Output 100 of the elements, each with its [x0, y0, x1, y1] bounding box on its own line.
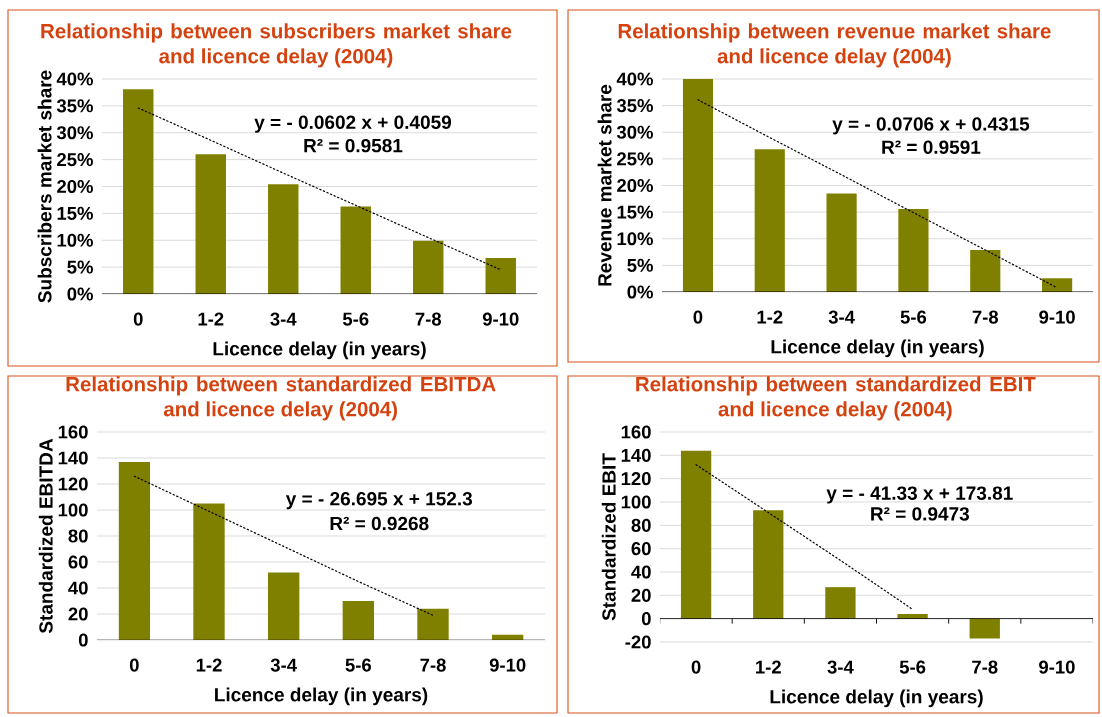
bar: [753, 510, 784, 619]
bar: [193, 503, 225, 640]
annotation: y = - 0.0602 x + 0.4059: [254, 115, 452, 133]
bar: [118, 461, 151, 640]
y-tick-label: 30%: [616, 125, 653, 139]
y-tick-label: 160: [621, 425, 651, 439]
annotation: y = - 26.695 x + 152.3: [285, 492, 473, 510]
line-series: [697, 99, 1058, 289]
y-tick-label: 25%: [57, 153, 93, 167]
y-tick-label: 40: [68, 581, 88, 595]
bar: [485, 257, 516, 294]
bar: [413, 240, 444, 294]
x-tick-label: 0: [129, 658, 139, 672]
bar: [970, 249, 1001, 292]
bar: [268, 184, 299, 294]
x-tick-label: 7-8: [420, 658, 446, 672]
y-tick-label: 30%: [56, 126, 93, 140]
y-tick-label: 15%: [617, 205, 653, 219]
x-tick-label: 7-8: [972, 310, 999, 324]
x-tick-label: 1-2: [196, 658, 222, 672]
y-tick-label: 35%: [616, 99, 653, 113]
x-tick-label: 9-10: [1039, 660, 1075, 674]
y-tick-label: 140: [621, 448, 651, 462]
bar: [340, 206, 371, 294]
y-tick-label: 160: [58, 425, 88, 439]
x-tick-label: 5-6: [900, 310, 927, 324]
y-tick-label: 20%: [617, 178, 653, 193]
line-series: [137, 107, 502, 271]
x-tick-label: 5-6: [345, 658, 372, 672]
y-tick-label: 35%: [56, 99, 93, 113]
annotation: R² = 0.9473: [871, 507, 970, 521]
x-tick-label: 3-4: [270, 658, 297, 672]
y-axis-title: Standardized EBITDA: [38, 438, 53, 634]
y-tick-label: 25%: [617, 152, 653, 166]
x-tick-label: 9-10: [482, 312, 519, 326]
y-tick-label: 100: [58, 503, 88, 517]
annotation: y = - 0.0706 x + 0.4315: [832, 117, 1030, 135]
x-tick-label: 7-8: [972, 660, 998, 674]
bar: [825, 587, 856, 619]
x-tick-label: 7-8: [415, 312, 442, 326]
y-tick-label: 20: [631, 588, 651, 602]
annotation: R² = 0.9591: [882, 140, 981, 154]
bar: [969, 618, 1000, 639]
bar: [898, 208, 929, 292]
annotation: R² = 0.9268: [330, 516, 429, 531]
y-tick-label: 100: [621, 495, 651, 509]
bar: [417, 608, 449, 640]
y-tick-label: 15%: [57, 206, 93, 220]
bar: [680, 450, 712, 619]
x-axis-title: Licence delay (in years): [771, 339, 984, 358]
y-tick-label: -20: [625, 635, 651, 649]
y-tick-label: 5%: [627, 258, 653, 272]
annotation: R² = 0.9581: [304, 138, 403, 153]
y-tick-label: 5%: [67, 260, 93, 274]
y-tick-label: 10%: [57, 233, 93, 247]
y-tick-label: 140: [58, 451, 88, 465]
y-tick-label: 20%: [57, 179, 93, 194]
chart-title: Relationship between subscribers market share and licence delay (2004): [41, 23, 512, 68]
x-tick-label: 5-6: [342, 312, 369, 326]
bar: [754, 149, 785, 292]
y-tick-label: 120: [58, 477, 88, 491]
bar: [1042, 278, 1073, 292]
bar: [826, 193, 857, 292]
chart-title: Relationship between revenue market share and licence delay (2004): [618, 23, 1051, 68]
x-axis-title: Licence delay (in years): [215, 687, 428, 706]
bar: [123, 89, 154, 294]
y-tick-label: 0%: [67, 287, 93, 301]
y-tick-label: 80: [68, 529, 88, 543]
x-tick-label: 3-4: [827, 660, 854, 674]
x-tick-label: 9-10: [489, 658, 526, 672]
bar: [342, 601, 375, 640]
chart-title: Relationship between standardized EBIT and licence delay (2004): [636, 376, 1036, 421]
x-tick-label: 5-6: [899, 660, 926, 674]
x-axis-title: Licence delay (in years): [213, 341, 426, 360]
x-tick-label: 1-2: [757, 310, 783, 324]
x-tick-label: 3-4: [828, 310, 855, 324]
x-tick-label: 0: [133, 312, 143, 326]
bar: [195, 154, 226, 294]
x-axis-title: Licence delay (in years): [770, 689, 983, 708]
y-tick-label: 40: [631, 565, 651, 579]
x-tick-label: 3-4: [270, 312, 297, 326]
y-axis-title: Standardized EBIT: [601, 453, 616, 621]
x-tick-label: 0: [693, 310, 703, 324]
y-tick-label: 40%: [616, 72, 653, 86]
y-tick-label: 60: [68, 555, 88, 569]
y-axis-title: Revenue market share: [597, 84, 612, 286]
x-tick-label: 1-2: [198, 312, 224, 326]
bar: [682, 79, 714, 292]
y-tick-label: 40%: [56, 72, 93, 86]
y-tick-label: 80: [631, 518, 651, 532]
y-tick-label: 10%: [617, 232, 653, 246]
y-tick-label: 20: [68, 607, 88, 621]
y-tick-label: 120: [621, 472, 651, 486]
chart-title: Relationship between standardized EBITDA and licence delay (2004): [66, 376, 496, 421]
bar: [267, 572, 300, 640]
y-tick-label: 0: [641, 612, 651, 626]
x-tick-label: 0: [691, 660, 701, 674]
x-tick-label: 9-10: [1039, 310, 1075, 324]
annotation: y = - 41.33 x + 173.81: [826, 486, 1013, 504]
y-tick-label: 0%: [627, 285, 653, 299]
